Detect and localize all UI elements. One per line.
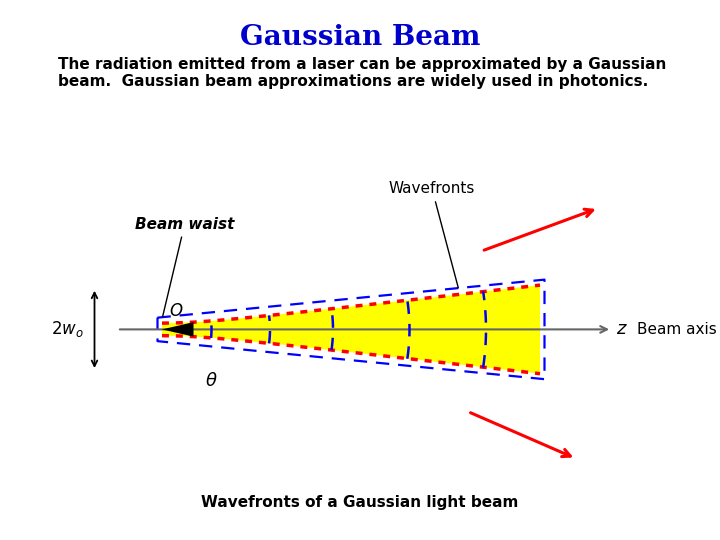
Text: $\theta$: $\theta$	[205, 373, 218, 390]
Text: Beam axis: Beam axis	[637, 322, 717, 337]
Text: Gaussian Beam: Gaussian Beam	[240, 24, 480, 51]
Polygon shape	[162, 285, 540, 374]
Text: Wavefronts of a Gaussian light beam: Wavefronts of a Gaussian light beam	[202, 495, 518, 510]
Text: $O$: $O$	[169, 302, 184, 320]
Text: $2w_o$: $2w_o$	[51, 319, 84, 340]
Text: $z$: $z$	[616, 320, 629, 339]
Polygon shape	[162, 322, 194, 336]
Text: Wavefronts: Wavefronts	[389, 181, 475, 288]
Text: Beam waist: Beam waist	[135, 217, 235, 316]
Text: The radiation emitted from a laser can be approximated by a Gaussian
beam.  Gaus: The radiation emitted from a laser can b…	[58, 57, 666, 89]
